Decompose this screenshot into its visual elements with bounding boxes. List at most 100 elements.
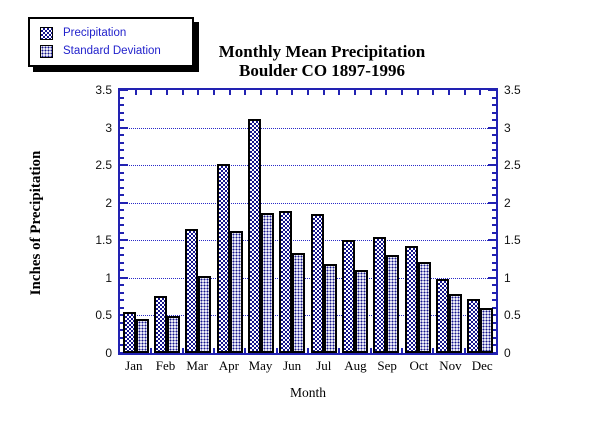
y-axis-tick — [120, 119, 124, 121]
gridline — [120, 277, 496, 279]
y-axis-tick — [488, 352, 496, 354]
y-axis-tick — [120, 337, 124, 339]
y-axis-tick — [492, 284, 496, 286]
y-axis-tick — [120, 89, 128, 91]
bar-standard-deviation-apr — [230, 231, 243, 353]
y-axis-tick — [492, 322, 496, 324]
bar-standard-deviation-feb — [167, 316, 180, 353]
bar-precipitation-oct — [405, 246, 418, 353]
y-axis-tick — [492, 97, 496, 99]
bar-precipitation-feb — [154, 296, 167, 353]
y-axis-tick — [120, 352, 128, 354]
x-axis-tick — [479, 90, 481, 95]
x-tick-label: Sep — [377, 358, 397, 373]
y-axis-tick — [120, 202, 128, 204]
y-axis-tick — [120, 149, 124, 151]
y-axis-tick — [492, 224, 496, 226]
bar-standard-deviation-aug — [355, 270, 368, 353]
y-axis-tick — [120, 112, 124, 114]
x-tick-label: Nov — [439, 358, 462, 373]
y-axis-tick — [492, 194, 496, 196]
y-tick-label: 3.5 — [504, 83, 521, 97]
y-axis-tick — [120, 284, 124, 286]
y-axis-tick — [492, 299, 496, 301]
legend-label-standard-deviation: Standard Deviation — [63, 45, 161, 57]
x-tick-label: Apr — [218, 358, 239, 373]
y-axis-tick — [120, 329, 124, 331]
bar-standard-deviation-jan — [136, 319, 149, 353]
x-axis-tick — [276, 348, 278, 353]
y-axis-tick — [492, 307, 496, 309]
x-axis-tick — [182, 348, 184, 353]
x-axis-tick — [135, 90, 137, 95]
x-axis-tick — [307, 90, 309, 95]
bar-precipitation-jul — [311, 214, 324, 353]
precipitation-swatch-icon — [40, 26, 53, 40]
bar-precipitation-nov — [436, 279, 449, 353]
y-axis-tick — [120, 217, 124, 219]
x-axis-tick — [229, 90, 231, 95]
bar-precipitation-sep — [373, 237, 386, 353]
x-axis-tick — [401, 348, 403, 353]
y-axis-tick — [492, 329, 496, 331]
y-axis-tick — [492, 134, 496, 136]
y-axis-tick — [488, 127, 496, 129]
y-axis-tick — [120, 127, 128, 129]
y-axis-tick — [488, 202, 496, 204]
legend: Precipitation Standard Deviation — [28, 17, 194, 67]
x-axis-tick — [276, 90, 278, 95]
x-axis-tick — [385, 90, 387, 95]
bar-standard-deviation-jun — [292, 253, 305, 353]
y-tick-label: 3 — [105, 120, 112, 135]
x-axis-tick — [370, 90, 372, 95]
x-axis-tick — [197, 90, 199, 95]
x-axis-title: Month — [289, 385, 326, 400]
x-tick-label: Jan — [125, 358, 143, 373]
bar-standard-deviation-jul — [324, 264, 337, 353]
y-tick-label: 1 — [105, 270, 112, 285]
bar-precipitation-apr — [217, 164, 230, 353]
x-axis-tick — [448, 90, 450, 95]
y-axis-tick — [120, 224, 124, 226]
x-axis-tick — [370, 348, 372, 353]
y-axis-tick — [492, 119, 496, 121]
y-axis-tick — [120, 269, 124, 271]
chart-title-line2: Boulder CO 1897-1996 — [239, 61, 405, 80]
y-axis-tick — [488, 239, 496, 241]
x-axis-tick — [464, 90, 466, 95]
y-tick-label: 2.5 — [95, 158, 112, 173]
y-axis-tick — [492, 337, 496, 339]
y-axis-tick — [120, 292, 124, 294]
x-axis-tick — [260, 90, 262, 95]
x-axis-tick — [307, 348, 309, 353]
x-tick-label: Aug — [344, 358, 367, 373]
y-axis-tick — [492, 142, 496, 144]
y-axis-tick — [488, 164, 496, 166]
y-axis-tick — [120, 157, 124, 159]
x-tick-label: Mar — [186, 358, 208, 373]
y-axis-tick — [488, 89, 496, 91]
y-axis-tick — [120, 104, 124, 106]
y-tick-label: 0.5 — [504, 308, 521, 323]
gridline — [120, 127, 496, 129]
legend-item-precipitation: Precipitation — [40, 24, 186, 42]
x-axis-tick — [401, 90, 403, 95]
x-axis-tick — [417, 90, 419, 95]
y-tick-label: 1.5 — [504, 233, 521, 248]
x-axis-tick — [213, 348, 215, 353]
bar-standard-deviation-mar — [198, 276, 211, 353]
y-axis-tick — [492, 254, 496, 256]
y-axis-tick — [492, 262, 496, 264]
bar-standard-deviation-dec — [480, 308, 493, 353]
legend-item-standard-deviation: Standard Deviation — [40, 42, 186, 60]
y-axis-tick — [492, 179, 496, 181]
bar-precipitation-may — [248, 119, 261, 353]
y-axis-tick — [120, 262, 124, 264]
y-axis-tick — [492, 209, 496, 211]
y-tick-label: 1.5 — [95, 233, 112, 248]
bar-precipitation-jan — [123, 312, 136, 353]
y-axis-tick — [120, 194, 124, 196]
y-axis-tick — [120, 344, 124, 346]
y-axis-tick — [492, 187, 496, 189]
y-axis-tick — [492, 344, 496, 346]
